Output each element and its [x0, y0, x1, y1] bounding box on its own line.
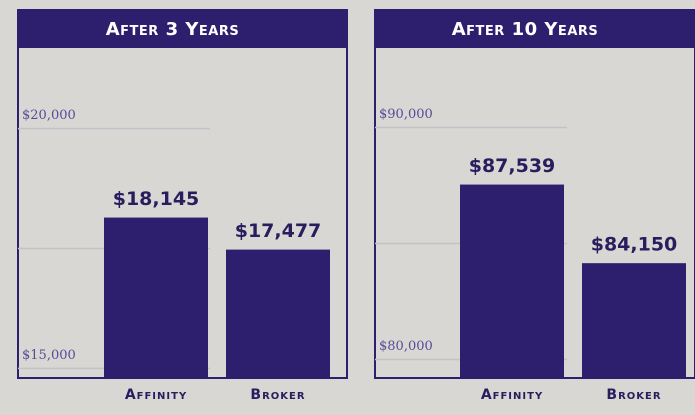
y-tick-label: $15,000: [22, 348, 76, 363]
bar: [582, 263, 686, 378]
value-label: $84,150: [591, 234, 678, 256]
value-label: $87,539: [469, 155, 556, 177]
panel-title: After 10 Years: [452, 19, 599, 40]
bar: [226, 249, 330, 378]
bar: [104, 217, 208, 378]
x-tick-label: Affinity: [481, 387, 543, 403]
x-tick-label: Broker: [606, 387, 661, 403]
y-tick-label: $80,000: [379, 339, 433, 354]
panel-title: After 3 Years: [106, 19, 239, 40]
bar: [460, 184, 564, 378]
panel-header: [18, 10, 347, 48]
y-tick-label: $20,000: [22, 108, 76, 123]
panel-header: [375, 10, 695, 48]
value-label: $18,145: [113, 188, 200, 210]
x-tick-label: Broker: [250, 387, 305, 403]
y-tick-label: $90,000: [379, 107, 433, 122]
x-tick-label: Affinity: [125, 387, 187, 403]
value-label: $17,477: [235, 220, 322, 242]
